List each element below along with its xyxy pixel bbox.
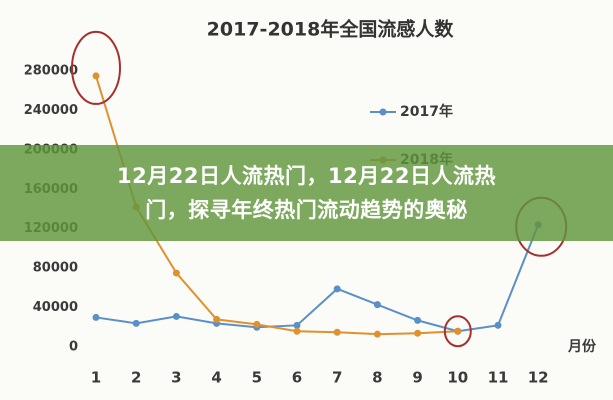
y-tick-label: 80000 <box>33 261 78 276</box>
point <box>132 319 140 327</box>
y-tick-label: 240000 <box>24 103 78 118</box>
point <box>373 301 381 309</box>
point <box>213 315 221 323</box>
point <box>92 313 100 321</box>
x-tick-label: 9 <box>412 369 422 387</box>
x-tick-label: 6 <box>292 369 302 387</box>
banner-line: 门，探寻年终热门流动趋势的奥秘 <box>145 198 468 222</box>
point <box>293 321 301 329</box>
y-tick-label: 0 <box>69 340 78 355</box>
point <box>333 328 341 336</box>
point <box>172 312 180 320</box>
x-tick-label: 1 <box>91 369 101 387</box>
series-line <box>95 224 540 333</box>
y-tick-label: 40000 <box>33 300 78 315</box>
x-tick-label: 4 <box>211 369 221 387</box>
point <box>414 329 422 337</box>
x-tick-label: 11 <box>488 369 509 387</box>
highlight-ring <box>71 30 121 105</box>
legend-marker <box>379 108 387 116</box>
x-tick-label: 8 <box>372 369 382 387</box>
x-tick-label: 10 <box>447 369 468 387</box>
point <box>92 72 100 80</box>
y-tick-label: 280000 <box>24 64 78 79</box>
x-tick-label: 7 <box>332 369 342 387</box>
point <box>494 321 502 329</box>
chart-title: 2017-2018年全国流感人数 <box>207 18 455 41</box>
point <box>253 320 261 328</box>
point <box>293 327 301 335</box>
legend-label: 2017年 <box>400 103 453 120</box>
x-tick-label: 2 <box>131 369 141 387</box>
point <box>373 330 381 338</box>
highlight-ring <box>443 315 472 348</box>
x-tick-label: 3 <box>171 369 181 387</box>
x-axis-label: 月份 <box>567 338 597 355</box>
banner-line: 12月22日人流热门，12月22日人流热 <box>117 164 496 188</box>
point <box>333 285 341 293</box>
point <box>172 269 180 277</box>
point <box>414 316 422 324</box>
banner: 12月22日人流热门，12月22日人流热 门，探寻年终热门流动趋势的奥秘 <box>0 145 613 241</box>
x-tick-label: 5 <box>252 369 262 387</box>
x-tick-label: 12 <box>528 369 549 387</box>
point <box>454 327 462 335</box>
